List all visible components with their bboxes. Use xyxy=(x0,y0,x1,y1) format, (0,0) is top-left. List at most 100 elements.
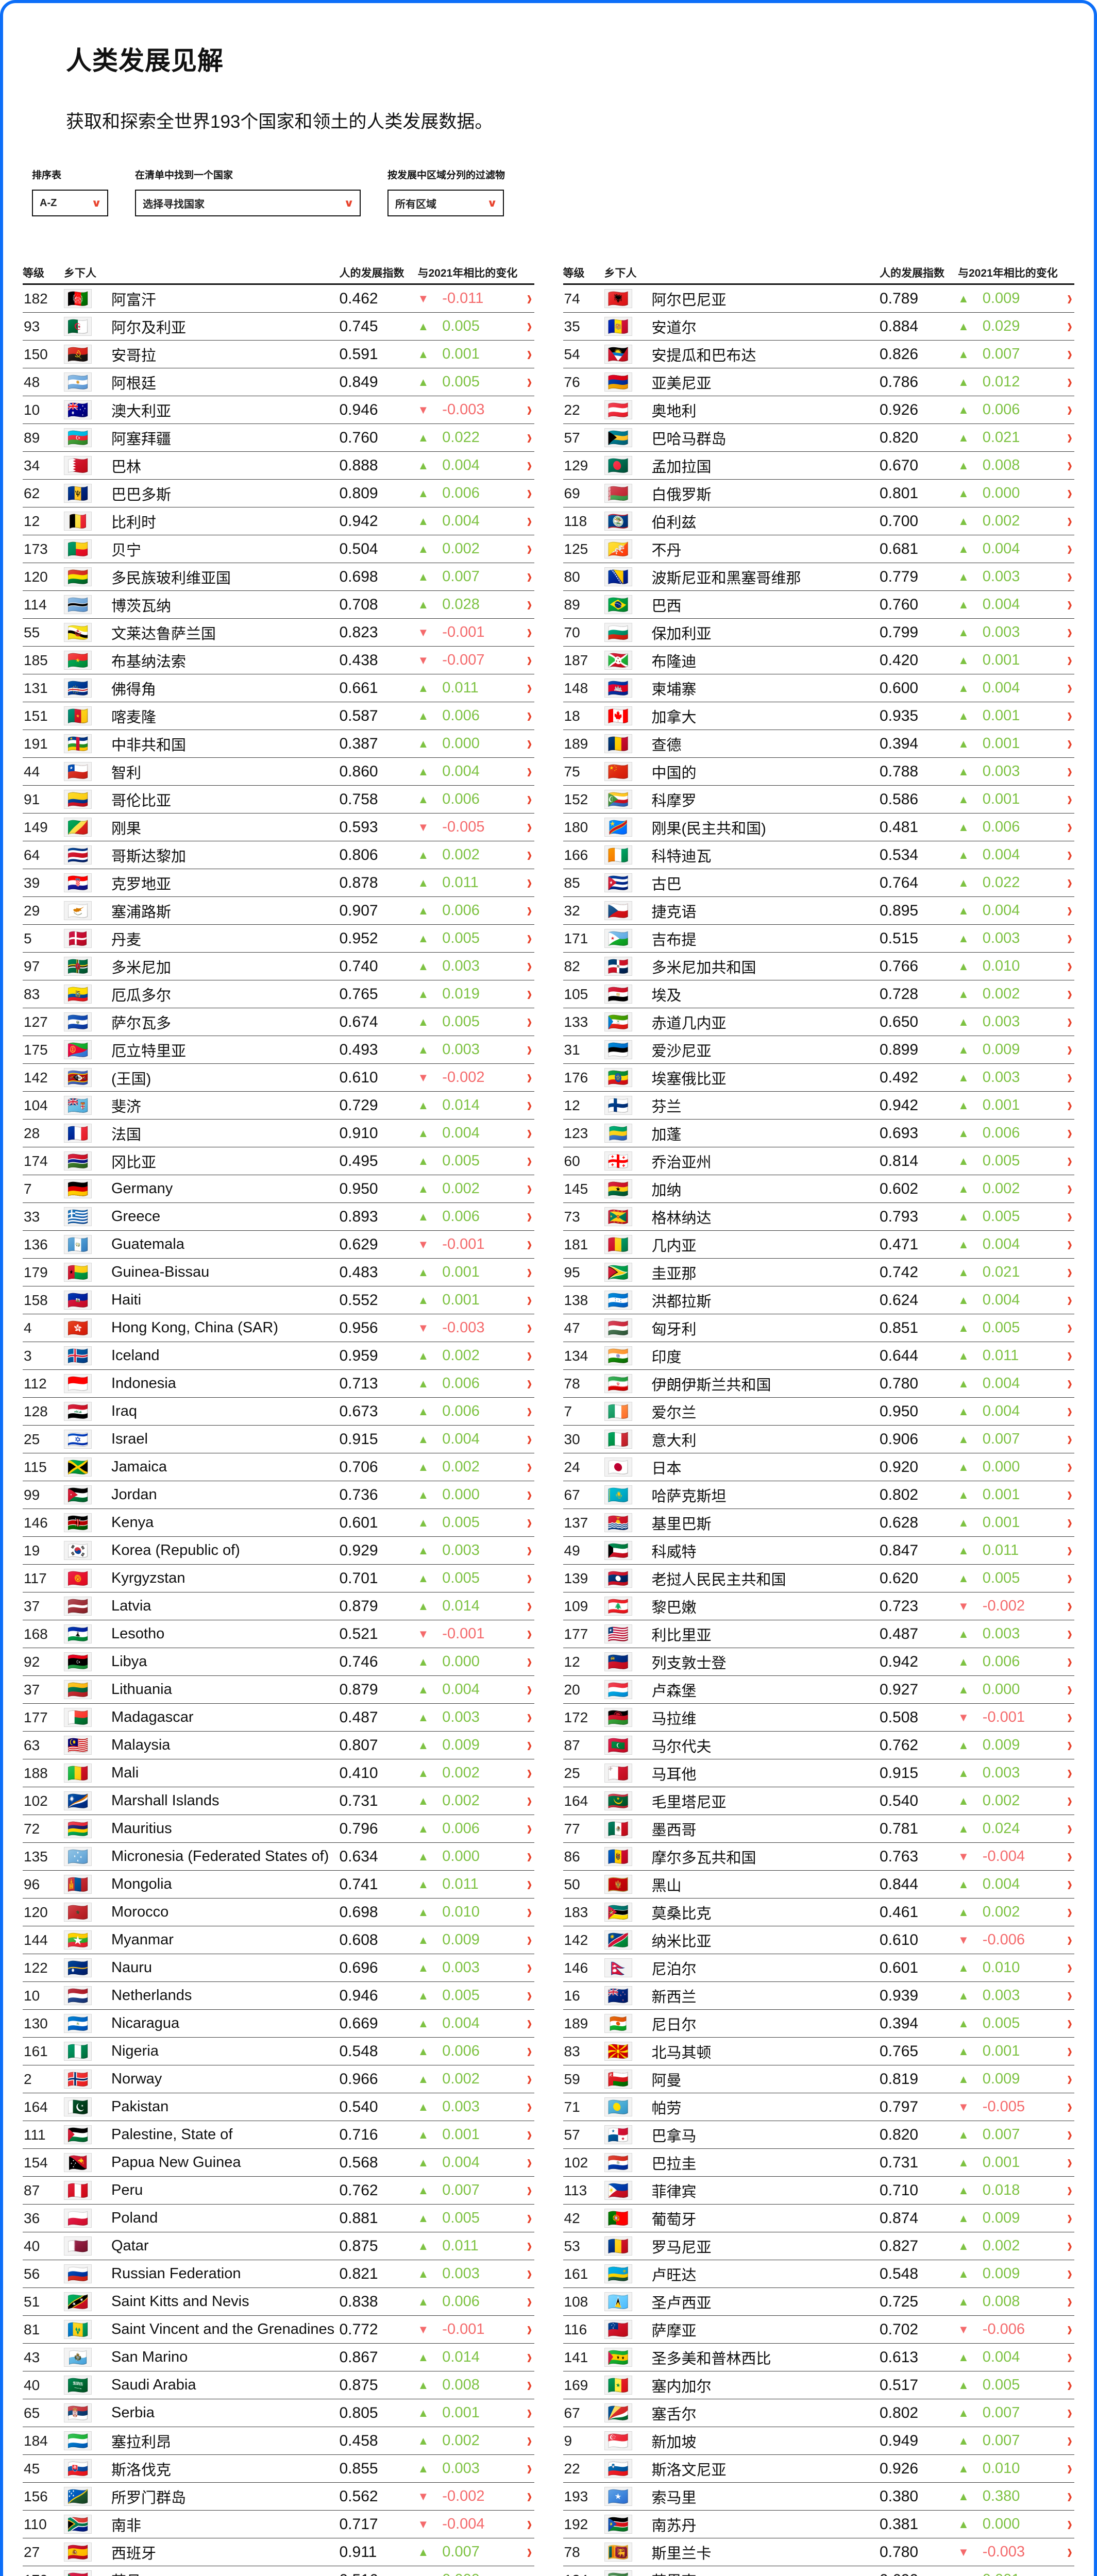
table-row[interactable]: 92 🇱🇾 Libya 0.746 ▲ 0.000 › xyxy=(23,1648,534,1676)
chevron-right-icon[interactable]: › xyxy=(1067,565,1072,588)
table-row[interactable]: 189 🇳🇪 尼日尔 0.394 ▲ 0.005 › xyxy=(563,2010,1074,2038)
chevron-right-icon[interactable]: › xyxy=(1067,899,1072,922)
table-row[interactable]: 40 🇸🇦 Saudi Arabia 0.875 ▲ 0.008 › xyxy=(23,2371,534,2399)
chevron-right-icon[interactable]: › xyxy=(1067,926,1072,950)
chevron-right-icon[interactable]: › xyxy=(527,787,532,811)
chevron-right-icon[interactable]: › xyxy=(1067,1177,1072,1200)
chevron-right-icon[interactable]: › xyxy=(1067,426,1072,449)
table-row[interactable]: 60 🇬🇪 乔治亚州 0.814 ▲ 0.005 › xyxy=(563,1147,1074,1175)
chevron-right-icon[interactable]: › xyxy=(527,2429,532,2452)
chevron-right-icon[interactable]: › xyxy=(527,1733,532,1757)
table-row[interactable]: 151 🇨🇲 喀麦隆 0.587 ▲ 0.006 › xyxy=(23,702,534,730)
table-row[interactable]: 12 🇫🇮 芬兰 0.942 ▲ 0.001 › xyxy=(563,1092,1074,1120)
table-row[interactable]: 30 🇮🇹 意大利 0.906 ▲ 0.007 › xyxy=(563,1426,1074,1453)
chevron-right-icon[interactable]: › xyxy=(527,1455,532,1479)
chevron-right-icon[interactable]: › xyxy=(1067,398,1072,421)
chevron-right-icon[interactable]: › xyxy=(527,815,532,839)
chevron-right-icon[interactable]: › xyxy=(1067,1344,1072,1367)
table-row[interactable]: 161 🇷🇼 卢旺达 0.548 ▲ 0.009 › xyxy=(563,2260,1074,2288)
chevron-right-icon[interactable]: › xyxy=(527,1093,532,1117)
chevron-right-icon[interactable]: › xyxy=(1067,286,1072,310)
chevron-right-icon[interactable]: › xyxy=(1067,2206,1072,2230)
table-row[interactable]: 145 🇬🇭 加纳 0.602 ▲ 0.002 › xyxy=(563,1175,1074,1203)
chevron-right-icon[interactable]: › xyxy=(1067,1205,1072,1228)
table-row[interactable]: 114 🇧🇼 博茨瓦纳 0.708 ▲ 0.028 › xyxy=(23,591,534,619)
table-row[interactable]: 36 🇵🇱 Poland 0.881 ▲ 0.005 › xyxy=(23,2205,534,2232)
chevron-right-icon[interactable]: › xyxy=(1067,592,1072,616)
chevron-right-icon[interactable]: › xyxy=(1067,481,1072,505)
table-row[interactable]: 20 🇱🇺 卢森堡 0.927 ▲ 0.000 › xyxy=(563,1676,1074,1704)
chevron-right-icon[interactable]: › xyxy=(527,2039,532,2063)
chevron-right-icon[interactable]: › xyxy=(1067,1956,1072,1979)
chevron-right-icon[interactable]: › xyxy=(1067,1733,1072,1757)
table-row[interactable]: 131 🇨🇻 佛得角 0.661 ▲ 0.011 › xyxy=(23,674,534,702)
chevron-right-icon[interactable]: › xyxy=(527,2401,532,2425)
chevron-right-icon[interactable]: › xyxy=(1067,2290,1072,2313)
chevron-right-icon[interactable]: › xyxy=(527,732,532,755)
table-row[interactable]: 72 🇲🇺 Mauritius 0.796 ▲ 0.006 › xyxy=(23,1815,534,1843)
chevron-right-icon[interactable]: › xyxy=(527,2067,532,2091)
table-row[interactable]: 141 🇸🇹 圣多美和普林西比 0.613 ▲ 0.004 › xyxy=(563,2344,1074,2371)
chevron-right-icon[interactable]: › xyxy=(527,1817,532,1840)
chevron-right-icon[interactable]: › xyxy=(1067,1371,1072,1395)
table-row[interactable]: 70 🇧🇬 保加利亚 0.799 ▲ 0.003 › xyxy=(563,619,1074,647)
chevron-right-icon[interactable]: › xyxy=(1067,1872,1072,1896)
chevron-right-icon[interactable]: › xyxy=(527,314,532,338)
table-row[interactable]: 89 🇦🇿 阿塞拜疆 0.760 ▲ 0.022 › xyxy=(23,424,534,452)
table-row[interactable]: 97 🇩🇲 多米尼加 0.740 ▲ 0.003 › xyxy=(23,953,534,980)
table-row[interactable]: 99 🇯🇴 Jordan 0.736 ▲ 0.000 › xyxy=(23,1481,534,1509)
table-row[interactable]: 93 🇩🇿 阿尔及利亚 0.745 ▲ 0.005 › xyxy=(23,313,534,341)
table-row[interactable]: 56 🇷🇺 Russian Federation 0.821 ▲ 0.003 › xyxy=(23,2260,534,2288)
table-row[interactable]: 133 🇬🇶 赤道几内亚 0.650 ▲ 0.003 › xyxy=(563,1008,1074,1036)
table-row[interactable]: 37 🇱🇻 Latvia 0.879 ▲ 0.014 › xyxy=(23,1592,534,1620)
chevron-right-icon[interactable]: › xyxy=(527,2123,532,2146)
table-row[interactable]: 83 🇪🇨 厄瓜多尔 0.765 ▲ 0.019 › xyxy=(23,980,534,1008)
chevron-right-icon[interactable]: › xyxy=(527,2150,532,2174)
table-row[interactable]: 136 🇬🇹 Guatemala 0.629 ▼ -0.001 › xyxy=(23,1231,534,1259)
chevron-right-icon[interactable]: › xyxy=(1067,1677,1072,1701)
table-row[interactable]: 117 🇰🇬 Kyrgyzstan 0.701 ▲ 0.005 › xyxy=(23,1565,534,1592)
chevron-right-icon[interactable]: › xyxy=(1067,2373,1072,2397)
table-row[interactable]: 95 🇬🇾 圭亚那 0.742 ▲ 0.021 › xyxy=(563,1259,1074,1286)
table-row[interactable]: 7 🇩🇪 Germany 0.950 ▲ 0.002 › xyxy=(23,1175,534,1203)
chevron-right-icon[interactable]: › xyxy=(527,2178,532,2202)
chevron-right-icon[interactable]: › xyxy=(1067,1455,1072,1479)
chevron-right-icon[interactable]: › xyxy=(1067,2429,1072,2452)
table-row[interactable]: 113 🇵🇭 菲律宾 0.710 ▲ 0.018 › xyxy=(563,2177,1074,2205)
chevron-right-icon[interactable]: › xyxy=(1067,1984,1072,2007)
chevron-right-icon[interactable]: › xyxy=(527,1984,532,2007)
chevron-right-icon[interactable]: › xyxy=(527,926,532,950)
table-row[interactable]: 152 🇰🇲 科摩罗 0.586 ▲ 0.001 › xyxy=(563,786,1074,814)
table-row[interactable]: 112 🇮🇩 Indonesia 0.713 ▲ 0.006 › xyxy=(23,1370,534,1398)
table-row[interactable]: 168 🇱🇸 Lesotho 0.521 ▼ -0.001 › xyxy=(23,1620,534,1648)
table-row[interactable]: 108 🇱🇨 圣卢西亚 0.725 ▲ 0.008 › xyxy=(563,2288,1074,2316)
chevron-right-icon[interactable]: › xyxy=(1067,843,1072,867)
chevron-right-icon[interactable]: › xyxy=(1067,648,1072,672)
chevron-right-icon[interactable]: › xyxy=(1067,1149,1072,1173)
chevron-right-icon[interactable]: › xyxy=(1067,2095,1072,2119)
chevron-right-icon[interactable]: › xyxy=(527,648,532,672)
chevron-right-icon[interactable]: › xyxy=(1067,2011,1072,2035)
table-row[interactable]: 82 🇩🇴 多米尼加共和国 0.766 ▲ 0.010 › xyxy=(563,953,1074,980)
table-row[interactable]: 135 🇫🇲 Micronesia (Federated States of) 0.6… xyxy=(23,1843,534,1871)
table-row[interactable]: 188 🇲🇱 Mali 0.410 ▲ 0.002 › xyxy=(23,1759,534,1787)
chevron-right-icon[interactable]: › xyxy=(1067,2262,1072,2285)
table-row[interactable]: 124🇸🇷苏里南0.690▲0.001› xyxy=(563,2566,1074,2576)
chevron-right-icon[interactable]: › xyxy=(527,1705,532,1729)
chevron-right-icon[interactable]: › xyxy=(1067,787,1072,811)
chevron-right-icon[interactable]: › xyxy=(1067,815,1072,839)
table-row[interactable]: 75 🇨🇳 中国的 0.788 ▲ 0.003 › xyxy=(563,758,1074,786)
chevron-right-icon[interactable]: › xyxy=(1067,954,1072,978)
table-row[interactable]: 172 🇲🇼 马拉维 0.508 ▼ -0.001 › xyxy=(563,1704,1074,1732)
table-row[interactable]: 16 🇳🇿 新西兰 0.939 ▲ 0.003 › xyxy=(563,1982,1074,2010)
table-row[interactable]: 54 🇦🇬 安提瓜和巴布达 0.826 ▲ 0.007 › xyxy=(563,341,1074,368)
table-row[interactable]: 166 🇨🇮 科特迪瓦 0.534 ▲ 0.004 › xyxy=(563,841,1074,869)
table-row[interactable]: 96 🇲🇳 Mongolia 0.741 ▲ 0.011 › xyxy=(23,1871,534,1899)
table-row[interactable]: 182 🇦🇫 阿富汗 0.462 ▼ -0.011 › xyxy=(23,285,534,313)
table-row[interactable]: 184 🇸🇱 塞拉利昂 0.458 ▲ 0.002 › xyxy=(23,2427,534,2455)
table-row[interactable]: 22 🇸🇮 斯洛文尼亚 0.926 ▲ 0.010 › xyxy=(563,2455,1074,2483)
chevron-right-icon[interactable]: › xyxy=(527,2206,532,2230)
table-row[interactable]: 43 🇸🇲 San Marino 0.867 ▲ 0.014 › xyxy=(23,2344,534,2371)
chevron-right-icon[interactable]: › xyxy=(1067,2067,1072,2091)
table-row[interactable]: 87 🇵🇪 Peru 0.762 ▲ 0.007 › xyxy=(23,2177,534,2205)
